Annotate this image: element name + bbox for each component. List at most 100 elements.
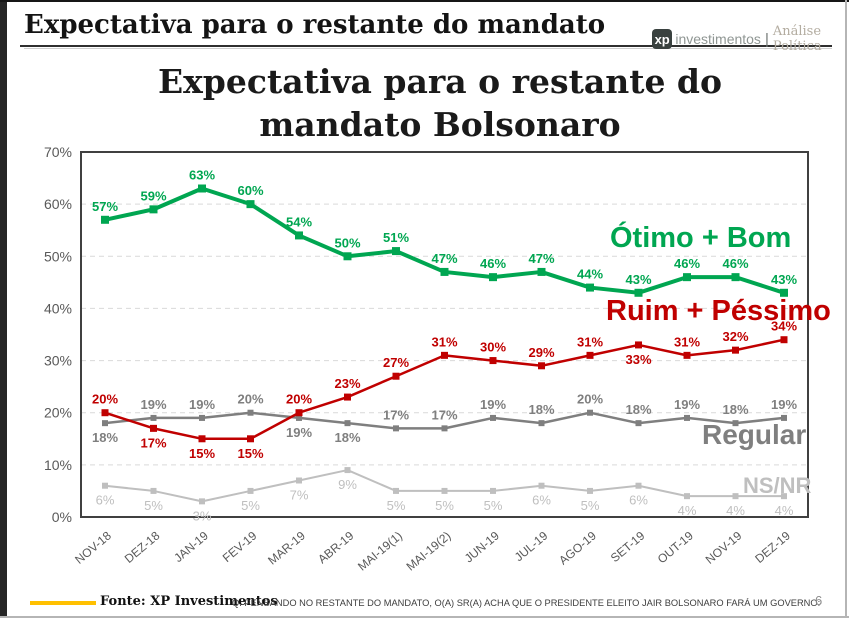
data-point-marker <box>489 357 497 365</box>
data-point-label: 23% <box>334 376 360 391</box>
data-point-marker <box>344 393 351 401</box>
data-point-marker <box>781 414 787 421</box>
data-point-label: 15% <box>237 446 263 461</box>
data-point-label: 33% <box>625 352 651 367</box>
x-tick-label: MAI-19(2) <box>404 529 454 574</box>
data-point-marker <box>101 409 109 417</box>
x-tick-label: FEV-19 <box>220 528 260 565</box>
data-point-marker <box>731 273 740 282</box>
data-point-label: 4% <box>775 503 794 518</box>
logo-investimentos-text: investimentos <box>675 31 761 47</box>
x-tick-label: JAN-19 <box>171 528 211 565</box>
data-point-label: 5% <box>144 498 163 513</box>
data-point-label: 18% <box>528 402 554 417</box>
data-point-marker <box>732 346 739 354</box>
x-tick-label: MAI-19(1) <box>355 529 405 574</box>
data-point-marker <box>246 200 255 209</box>
data-point-marker <box>102 482 108 489</box>
data-point-label: 27% <box>383 355 409 370</box>
plot-border <box>80 151 809 518</box>
x-tick-label: JUN-19 <box>462 528 502 565</box>
data-point-marker <box>538 362 545 370</box>
data-point-marker <box>587 409 593 416</box>
y-tick-label: 60% <box>44 196 72 212</box>
data-point-marker <box>634 288 643 297</box>
data-point-marker <box>537 267 546 276</box>
data-point-marker <box>101 215 109 224</box>
x-tick-label: AGO-19 <box>556 528 599 567</box>
data-point-label: 46% <box>722 256 748 271</box>
data-point-label: 47% <box>528 251 554 266</box>
x-tick-label: JUL-19 <box>512 528 551 564</box>
chart-title-line2: mandato Bolsonaro <box>259 105 621 144</box>
footer-accent-line <box>30 601 96 605</box>
data-point-label: 19% <box>140 397 166 412</box>
data-point-label: 17% <box>431 407 457 422</box>
data-point-marker <box>635 341 642 349</box>
data-point-marker <box>780 288 788 297</box>
data-point-label: 18% <box>92 430 118 445</box>
page-number: 6 <box>815 593 823 608</box>
data-point-marker <box>538 482 545 489</box>
data-point-label: 6% <box>96 493 115 508</box>
data-point-marker <box>344 467 351 474</box>
logo-divider: | <box>764 30 769 48</box>
chart-title-line1: Expectativa para o restante do <box>157 62 723 101</box>
data-point-label: 43% <box>625 272 651 287</box>
data-point-marker <box>199 498 205 505</box>
data-point-label: 47% <box>431 251 457 266</box>
data-point-label: 19% <box>480 397 506 412</box>
data-point-marker <box>684 414 690 421</box>
data-point-marker <box>587 487 593 494</box>
data-point-marker <box>781 493 787 500</box>
data-point-marker <box>296 477 302 484</box>
data-point-marker <box>150 487 157 494</box>
data-point-marker <box>441 351 448 359</box>
data-point-marker <box>490 487 496 494</box>
data-point-label: 46% <box>480 256 506 271</box>
data-point-marker <box>199 414 205 421</box>
footer-source: Fonte: XP Investimentos <box>100 594 278 609</box>
footer-question: Q. PENSANDO NO RESTANTE DO MANDATO, O(A)… <box>232 598 821 608</box>
y-tick-label: 70% <box>44 144 72 160</box>
header-divider-shadow <box>24 48 832 49</box>
data-point-marker <box>684 493 690 500</box>
x-tick-label: DEZ-19 <box>752 528 793 566</box>
data-point-label: 20% <box>286 392 312 407</box>
data-point-label: 59% <box>140 188 166 203</box>
series-line <box>104 469 784 503</box>
data-point-marker <box>102 420 108 427</box>
data-point-marker <box>586 283 594 292</box>
data-point-label: 3% <box>193 508 212 523</box>
slide-top-border <box>0 0 849 2</box>
data-point-marker <box>295 409 303 417</box>
x-tick-label: DEZ-18 <box>122 528 163 566</box>
data-point-label: 20% <box>237 392 263 407</box>
data-point-marker <box>296 414 302 421</box>
slide-left-border <box>0 0 7 618</box>
data-point-marker <box>198 435 206 443</box>
data-point-marker <box>393 425 399 432</box>
y-tick-label: 40% <box>44 300 72 316</box>
data-point-label: 5% <box>241 498 260 513</box>
data-point-label: 20% <box>577 392 603 407</box>
data-point-label: 54% <box>286 214 312 229</box>
x-tick-label: ABR-19 <box>315 528 356 566</box>
data-point-label: 6% <box>532 493 551 508</box>
data-point-marker <box>683 273 691 282</box>
data-point-marker <box>732 420 739 427</box>
y-tick-label: 20% <box>44 405 72 421</box>
data-point-marker <box>198 184 206 193</box>
data-point-marker <box>586 351 594 359</box>
data-point-label: 50% <box>334 235 360 250</box>
y-tick-label: 50% <box>44 248 72 264</box>
data-point-label: 15% <box>189 446 215 461</box>
data-point-marker <box>392 372 400 380</box>
data-point-marker <box>489 273 497 282</box>
data-point-label: 4% <box>678 503 697 518</box>
data-point-marker <box>440 267 449 276</box>
data-point-label: 19% <box>286 425 312 440</box>
data-point-label: 18% <box>625 402 651 417</box>
